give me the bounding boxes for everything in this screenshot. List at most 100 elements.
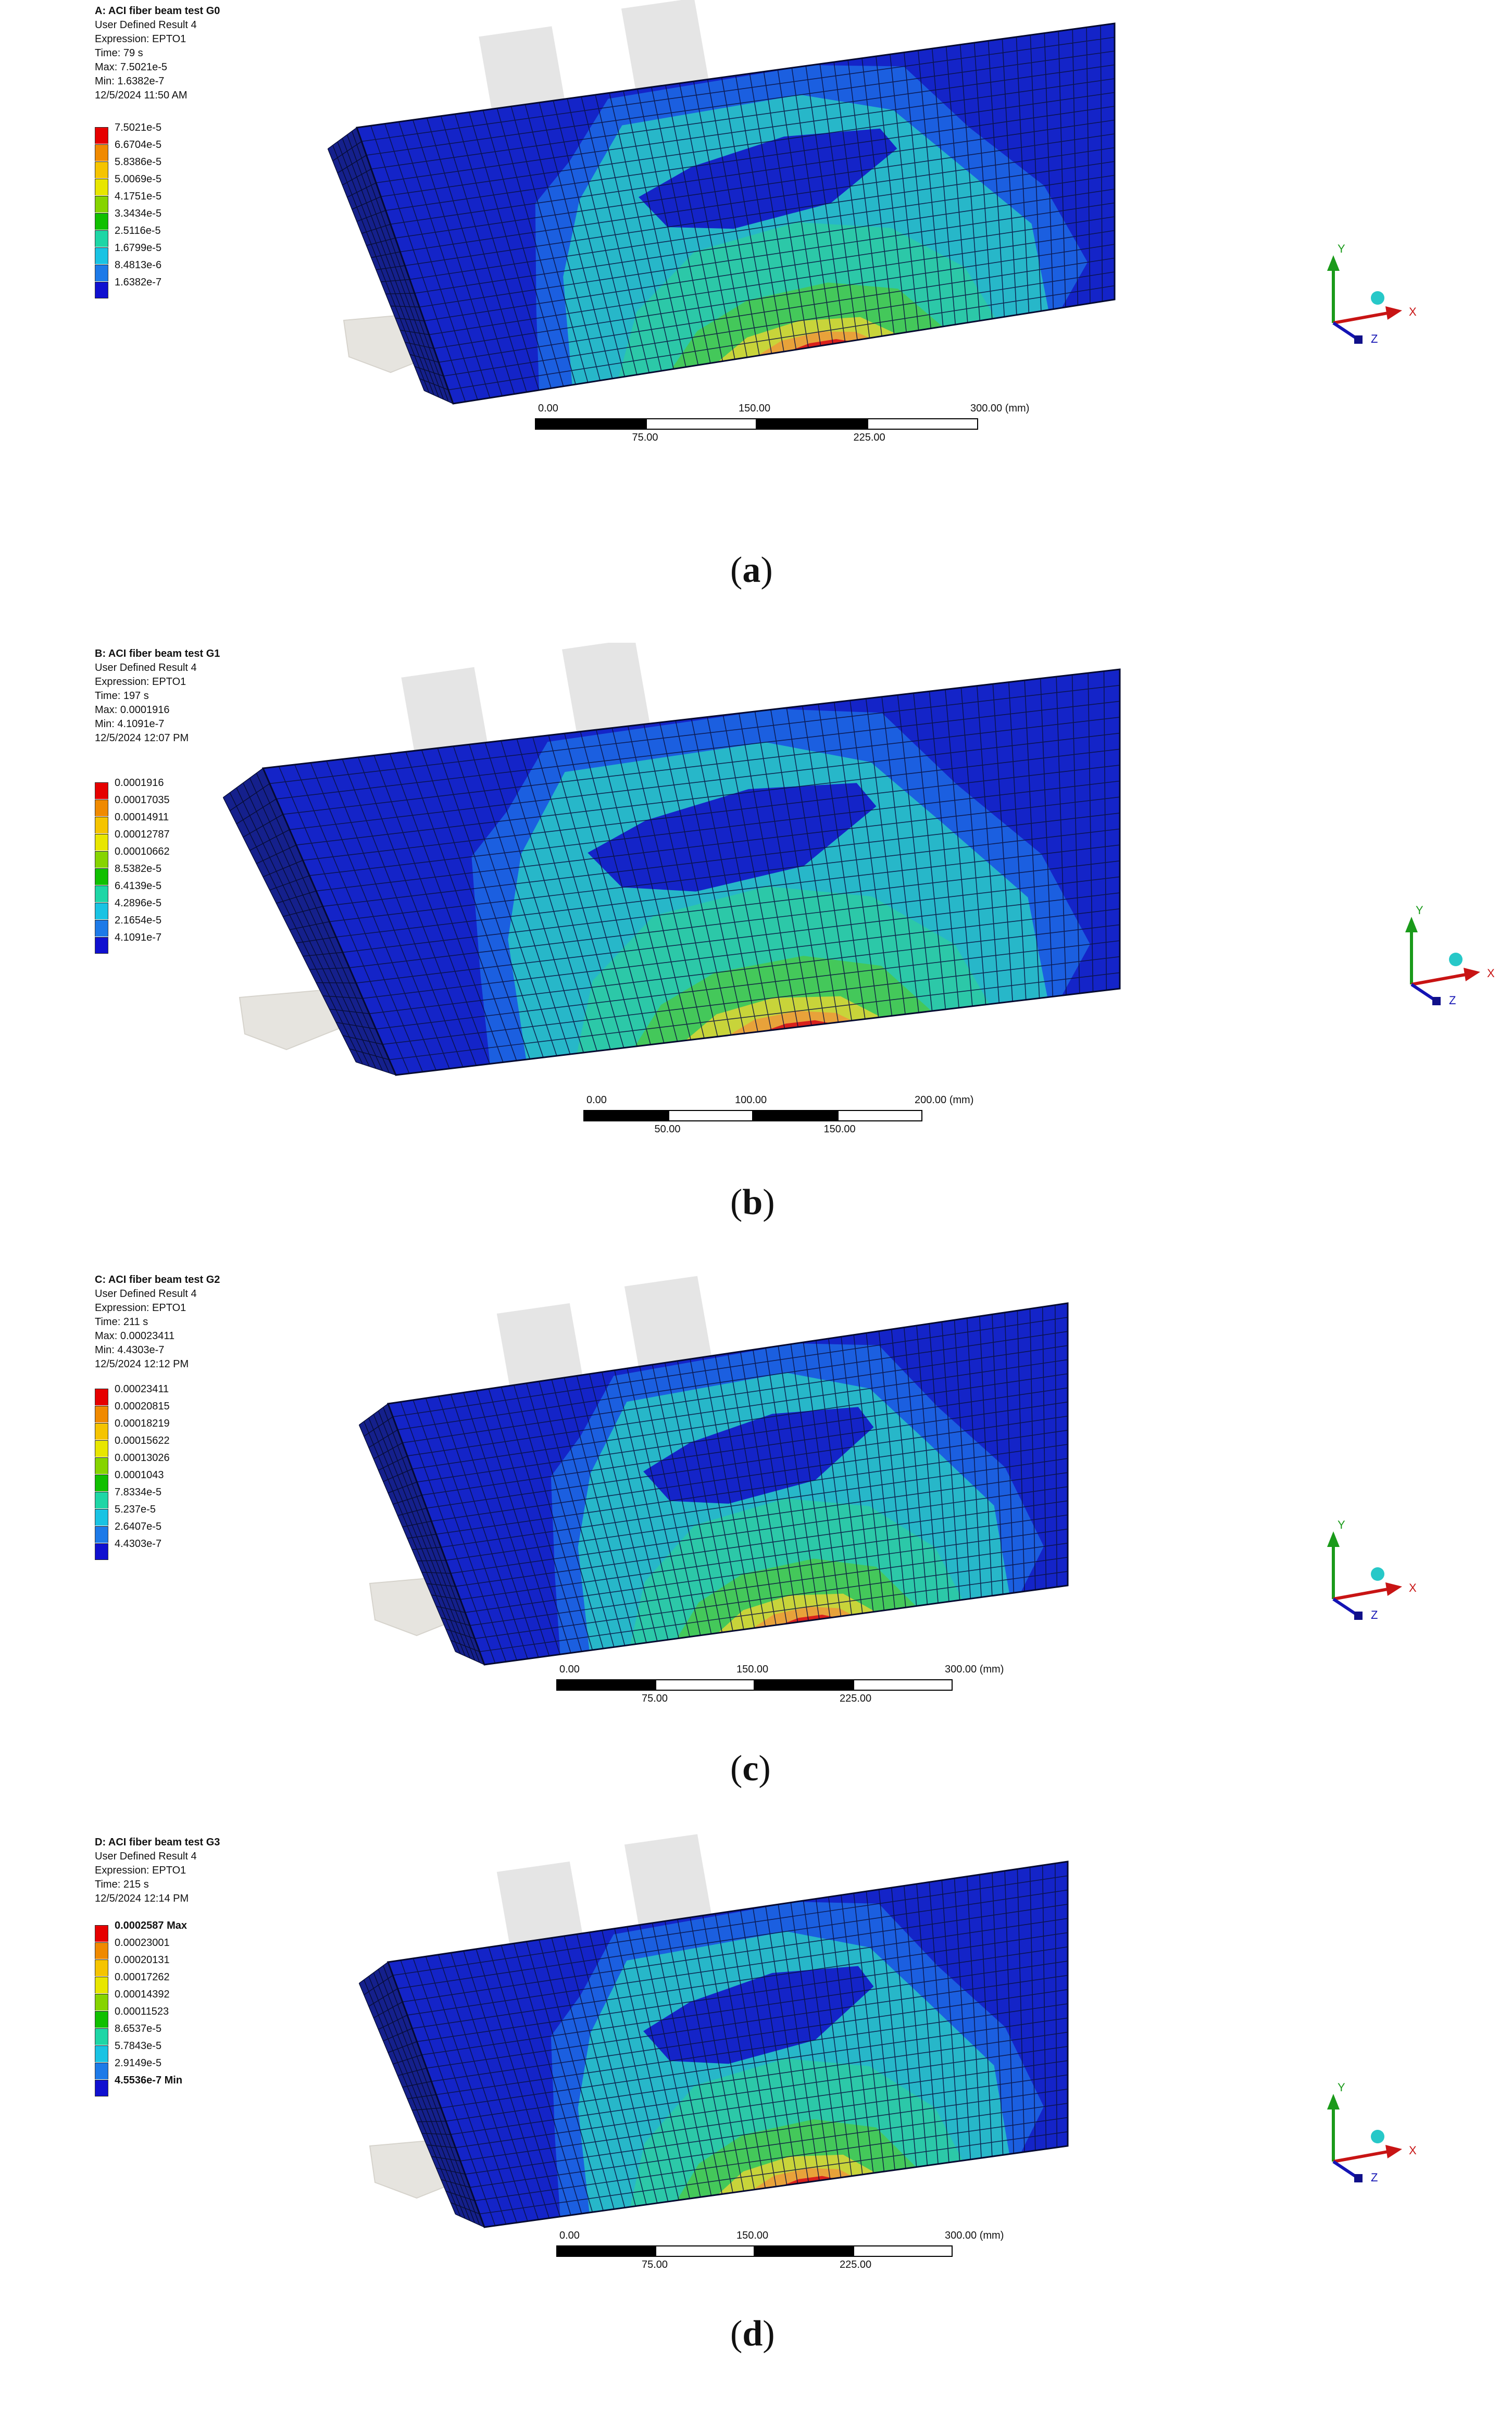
y-axis-arrow xyxy=(1327,255,1340,271)
scale-label-top: 200.00 (mm) xyxy=(915,1094,974,1106)
legend-label: 7.8334e-5 xyxy=(115,1487,162,1498)
x-axis-line xyxy=(1333,1587,1391,1601)
axis-label: X xyxy=(1409,305,1417,318)
mesh-grid-side xyxy=(358,1962,485,2228)
z-axis-marker xyxy=(1432,997,1441,1005)
legend-swatch xyxy=(95,2028,108,2045)
beam-view-d[interactable]: Y X Z xyxy=(0,1831,1512,2363)
result-info-d: D: ACI fiber beam test G3 User Defined R… xyxy=(95,1836,220,1906)
axis-label: Z xyxy=(1449,994,1456,1007)
mesh-grid-side xyxy=(222,768,396,1076)
legend-swatch xyxy=(95,179,108,195)
result-title: C: ACI fiber beam test G2 xyxy=(95,1274,220,1285)
legend-label: 4.1751e-5 xyxy=(115,191,162,202)
axis-label: Y xyxy=(1416,904,1423,917)
legend-swatch xyxy=(95,2080,108,2096)
z-axis-line xyxy=(1332,1597,1358,1616)
rotation-center-icon xyxy=(1371,291,1384,305)
x-axis-arrow xyxy=(1385,306,1402,320)
legend-label: 0.00020131 xyxy=(115,1954,170,1966)
scale-label-top: 0.00 xyxy=(586,1094,607,1106)
panel-b: B: ACI fiber beam test G1 User Defined R… xyxy=(0,643,1512,1233)
legend-label: 2.5116e-5 xyxy=(115,225,161,236)
caption-c: (c) xyxy=(730,1749,771,1789)
legend-label: 0.0001916 xyxy=(115,777,164,789)
legend-swatch xyxy=(95,196,108,213)
axis-triad: Y X Z xyxy=(1327,2081,1417,2184)
result-name: User Defined Result 4 xyxy=(95,662,197,673)
scale-segment xyxy=(853,1679,953,1691)
legend-swatch xyxy=(95,782,108,799)
beam-view-c[interactable]: Y X Z xyxy=(0,1269,1512,1859)
legend-swatch xyxy=(95,834,108,851)
legend-label: 1.6799e-5 xyxy=(115,242,162,254)
beam-outline xyxy=(386,1302,1069,1666)
legend-label: 2.6407e-5 xyxy=(115,1521,162,1532)
result-info-b: B: ACI fiber beam test G1 User Defined R… xyxy=(95,647,220,745)
result-name: User Defined Result 4 xyxy=(95,1288,197,1300)
load-plate-right xyxy=(624,1276,713,1375)
legend-label: 8.6537e-5 xyxy=(115,2023,162,2034)
x-axis-line xyxy=(1411,972,1469,986)
legend-swatch xyxy=(95,2045,108,2062)
axis-label: Z xyxy=(1371,332,1378,345)
panel-d: D: ACI fiber beam test G3 User Defined R… xyxy=(0,1831,1512,2422)
beam-side-face xyxy=(223,768,396,1075)
legend-swatch xyxy=(95,1440,108,1457)
result-expression: Expression: EPTO1 xyxy=(95,1865,186,1876)
result-title: B: ACI fiber beam test G1 xyxy=(95,648,220,659)
legend-swatch xyxy=(95,1389,108,1405)
result-max: Max: 7.5021e-5 xyxy=(95,61,167,73)
scale-label-bottom: 75.00 xyxy=(632,432,658,443)
legend-swatch xyxy=(95,1526,108,1543)
legend-label: 0.00012787 xyxy=(115,829,170,840)
panel-c: C: ACI fiber beam test G2 User Defined R… xyxy=(0,1269,1512,1859)
load-plate-right xyxy=(621,0,710,97)
legend-swatch xyxy=(95,1942,108,1959)
legend-swatch xyxy=(95,1406,108,1422)
legend-label: 0.00020815 xyxy=(115,1401,170,1412)
legend-label: 2.1654e-5 xyxy=(115,915,162,926)
scale-label-top: 150.00 xyxy=(739,403,771,414)
scale-bar-a: 0.00 150.00 300.00 (mm) 75.00 225.00 xyxy=(535,403,1029,443)
result-time: Time: 79 s xyxy=(95,47,143,59)
beam-outline xyxy=(386,1861,1069,2228)
axis-label: Y xyxy=(1338,242,1345,255)
beam-side-face xyxy=(328,128,453,404)
legend-label: 4.1091e-7 xyxy=(115,932,162,943)
result-time: Time: 215 s xyxy=(95,1879,149,1890)
legend-swatch xyxy=(95,1423,108,1440)
legend-label: 0.00014911 xyxy=(115,812,169,823)
load-plate-left xyxy=(479,26,568,126)
legend-label: 0.0002587 Max xyxy=(115,1920,188,1931)
z-axis-marker xyxy=(1354,1612,1363,1620)
scale-segment xyxy=(756,418,868,430)
legend-label: 1.6382e-7 xyxy=(115,277,162,288)
scale-bar-c: 0.00 150.00 300.00 (mm) 75.00 225.00 xyxy=(556,1664,1004,1704)
legend-swatch xyxy=(95,920,108,937)
result-time: Time: 197 s xyxy=(95,690,149,702)
z-axis-line xyxy=(1332,321,1358,340)
legend-swatch xyxy=(95,817,108,833)
legend-label: 2.9149e-5 xyxy=(115,2057,162,2069)
caption-a: (a) xyxy=(730,550,773,590)
axis-triad: Y X Z xyxy=(1327,242,1417,345)
legend-swatch xyxy=(95,282,108,298)
caption-b: (b) xyxy=(730,1182,775,1222)
legend-swatch xyxy=(95,903,108,919)
result-name: User Defined Result 4 xyxy=(95,19,197,31)
legend-swatch xyxy=(95,265,108,281)
scale-label-bottom: 150.00 xyxy=(823,1123,856,1135)
load-plate-right xyxy=(562,643,651,738)
axis-label: X xyxy=(1487,967,1495,980)
result-min: Min: 4.4303e-7 xyxy=(95,1344,165,1356)
mesh-grid-side xyxy=(327,127,454,404)
result-expression: Expression: EPTO1 xyxy=(95,676,186,688)
scale-segment xyxy=(556,2245,656,2257)
beam-view-a[interactable]: Y X Z xyxy=(0,0,1512,591)
beam-view-b[interactable]: Y X Z xyxy=(0,643,1512,1233)
scale-segment xyxy=(535,418,646,430)
scale-label-bottom: 225.00 xyxy=(840,2259,872,2270)
legend-label: 0.00014392 xyxy=(115,1989,170,2000)
beam-outline xyxy=(261,668,1121,1076)
